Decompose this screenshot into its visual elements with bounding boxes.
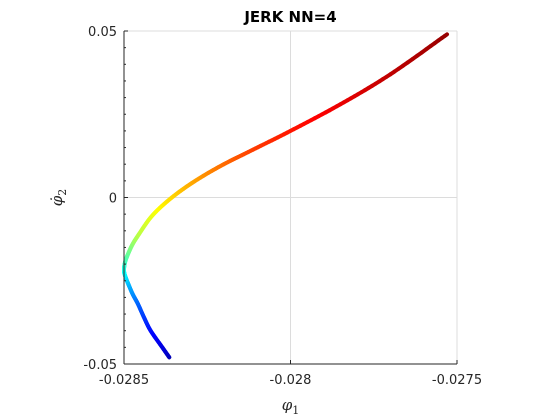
- y-tick-label-1: 0: [109, 192, 117, 207]
- x-tick-label-1: -0.028: [270, 373, 312, 388]
- chart-title: JERK NN=4: [243, 8, 336, 26]
- y-tick-label-2: 0.05: [88, 25, 117, 40]
- x-axis-label: φ1: [282, 396, 300, 417]
- y-axis-label-subscript: 2: [56, 189, 69, 196]
- axes: [123, 30, 458, 365]
- tick-labels: -0.0285 -0.028 -0.0275 -0.05 0 0.05: [83, 25, 482, 388]
- x-tick-label-0: -0.0285: [99, 373, 149, 388]
- x-tick-label-2: -0.0275: [432, 373, 482, 388]
- series-0-segment-307: [442, 32, 450, 38]
- x-axis-label-symbol: φ: [282, 396, 293, 414]
- y-axis-label: φ̇2: [48, 189, 69, 207]
- x-axis-label-subscript: 1: [292, 404, 299, 417]
- y-axis-label-symbol: φ̇: [48, 195, 66, 206]
- y-tick-label-0: -0.05: [83, 358, 117, 373]
